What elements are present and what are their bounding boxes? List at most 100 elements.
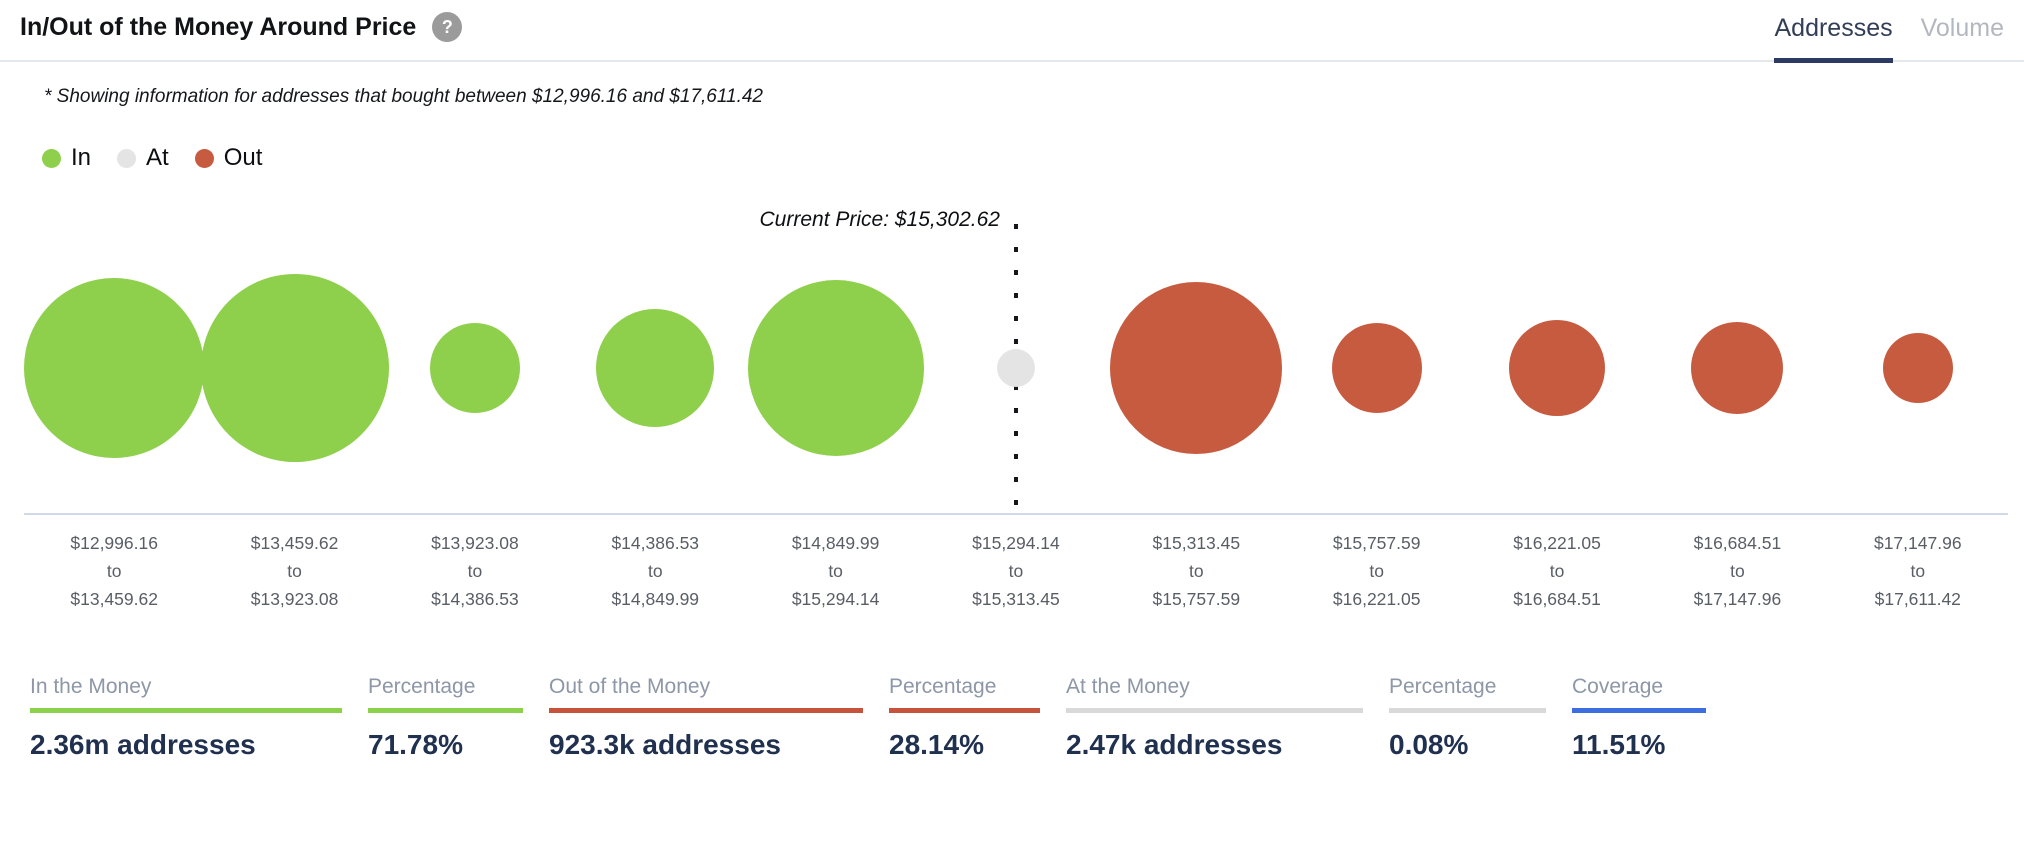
price-range-label-4: $14,849.99 to $15,294.14 [745, 529, 925, 613]
stat-label: Out of the Money [549, 675, 711, 698]
range-to-word: to [647, 561, 663, 581]
price-bin-5: Current Price: $15,302.62 [760, 178, 1106, 513]
stat-underline [368, 708, 523, 713]
legend-label-in: In [71, 144, 92, 171]
price-range-label-2: $13,923.08 to $14,386.53 [385, 529, 565, 613]
legend-item-at[interactable]: At [117, 144, 169, 172]
range-from: $14,386.53 [611, 533, 700, 553]
range-to: $16,684.51 [1513, 589, 1601, 609]
range-to: $17,611.42 [1874, 589, 1961, 609]
stat-underline [30, 708, 342, 713]
range-to: $15,313.45 [972, 589, 1060, 609]
stat-label: Percentage [368, 675, 476, 698]
price-bin-2 [385, 178, 565, 513]
stat-value: 28.14% [889, 729, 984, 760]
tab-volume[interactable]: Volume [1920, 14, 2004, 42]
range-to-word: to [467, 561, 483, 581]
price-range-label-8: $16,221.05 to $16,684.51 [1467, 529, 1647, 613]
price-bin-7 [1287, 178, 1467, 513]
range-from: $15,757.59 [1332, 533, 1421, 553]
bubble-in[interactable] [596, 309, 715, 427]
view-tabs: Addresses Volume [1774, 8, 2004, 63]
stat-underline [1572, 708, 1706, 713]
range-from: $16,684.51 [1693, 533, 1782, 553]
range-from: $15,294.14 [972, 533, 1060, 553]
range-to-word: to [828, 561, 843, 581]
price-range-label-10: $17,147.96 to $17,611.42 [1828, 529, 2008, 613]
stat-in-the-money: In the Money 2.36m addresses [30, 675, 342, 761]
price-range-label-7: $15,757.59 to $16,221.05 [1287, 529, 1467, 613]
range-to-word: to [287, 561, 302, 581]
bubble-out[interactable] [1882, 333, 1953, 403]
page-title: In/Out of the Money Around Price [20, 12, 417, 41]
stat-underline [1389, 708, 1546, 713]
legend-label-at: At [146, 144, 169, 171]
legend-label-out: Out [223, 144, 263, 171]
stat-percentage: Percentage 0.08% [1389, 675, 1546, 761]
tab-addresses[interactable]: Addresses [1774, 14, 1893, 63]
bubble-at[interactable] [996, 349, 1035, 387]
bubble-in[interactable] [429, 323, 520, 413]
range-from: $12,996.16 [70, 533, 158, 553]
range-to: $17,147.96 [1693, 589, 1782, 609]
stat-label: Coverage [1572, 675, 1664, 698]
range-from: $13,459.62 [250, 533, 339, 553]
legend-dot-in-icon [42, 148, 61, 168]
range-from: $13,923.08 [431, 533, 519, 553]
price-bin-9 [1647, 178, 1827, 513]
range-from: $17,147.96 [1873, 533, 1962, 553]
stat-value: 71.78% [368, 729, 463, 760]
stat-label: Percentage [1389, 675, 1497, 698]
price-range-label-6: $15,313.45 to $15,757.59 [1106, 529, 1286, 613]
stat-underline [549, 708, 863, 713]
range-to-word: to [1730, 561, 1745, 581]
price-bin-0 [24, 178, 205, 513]
price-bin-4 [745, 178, 925, 513]
stat-label: Percentage [889, 675, 997, 698]
range-from: $16,221.05 [1513, 533, 1601, 553]
bubble-chart: Current Price: $15,302.62 [24, 178, 2008, 515]
price-range-label-0: $12,996.16 to $13,459.62 [24, 529, 204, 613]
legend: In At Out [42, 144, 2004, 172]
help-icon[interactable]: ? [432, 12, 463, 42]
stat-value: 923.3k addresses [549, 729, 781, 760]
range-to: $15,757.59 [1152, 589, 1241, 609]
range-to-word: to [1189, 561, 1204, 581]
stat-value: 0.08% [1389, 729, 1469, 760]
price-bin-8 [1467, 178, 1647, 513]
bubble-out[interactable] [1509, 320, 1606, 416]
bubble-out[interactable] [1691, 322, 1784, 414]
range-to-word: to [1549, 561, 1565, 581]
x-axis-labels: $12,996.16 to $13,459.62 $13,459.62 to $13,92… [24, 515, 2008, 613]
stat-label: At the Money [1066, 675, 1190, 698]
price-bin-10 [1828, 178, 2008, 513]
range-to: $14,849.99 [611, 589, 700, 609]
bubble-row: Current Price: $15,302.62 [24, 178, 2008, 515]
price-bin-1 [200, 178, 389, 513]
price-range-label-5: $15,294.14 to $15,313.45 [926, 529, 1106, 613]
stat-percentage: Percentage 28.14% [889, 675, 1040, 761]
bubble-in[interactable] [747, 280, 924, 456]
range-to-word: to [1008, 561, 1024, 581]
price-bin-3 [565, 178, 745, 513]
legend-item-out[interactable]: Out [194, 144, 263, 172]
stat-at-the-money: At the Money 2.47k addresses [1066, 675, 1363, 761]
range-to-word: to [1910, 561, 1926, 581]
range-to: $14,386.53 [431, 589, 519, 609]
bubble-in[interactable] [200, 274, 389, 462]
range-from: $14,849.99 [791, 533, 880, 553]
price-range-label-9: $16,684.51 to $17,147.96 [1647, 529, 1827, 613]
range-to: $15,294.14 [791, 589, 880, 609]
price-range-label-1: $13,459.62 to $13,923.08 [204, 529, 384, 613]
stat-label: In the Money [30, 675, 152, 698]
bubble-out[interactable] [1110, 282, 1283, 454]
legend-item-in[interactable]: In [42, 144, 91, 172]
price-range-label-3: $14,386.53 to $14,849.99 [565, 529, 745, 613]
bubble-in[interactable] [24, 278, 205, 458]
range-to-word: to [106, 561, 122, 581]
range-to: $16,221.05 [1332, 589, 1421, 609]
stat-value: 2.47k addresses [1066, 729, 1283, 760]
stat-out-of-the-money: Out of the Money 923.3k addresses [549, 675, 863, 761]
chart-header: In/Out of the Money Around Price ? Addre… [0, 0, 2024, 63]
bubble-out[interactable] [1331, 323, 1422, 413]
